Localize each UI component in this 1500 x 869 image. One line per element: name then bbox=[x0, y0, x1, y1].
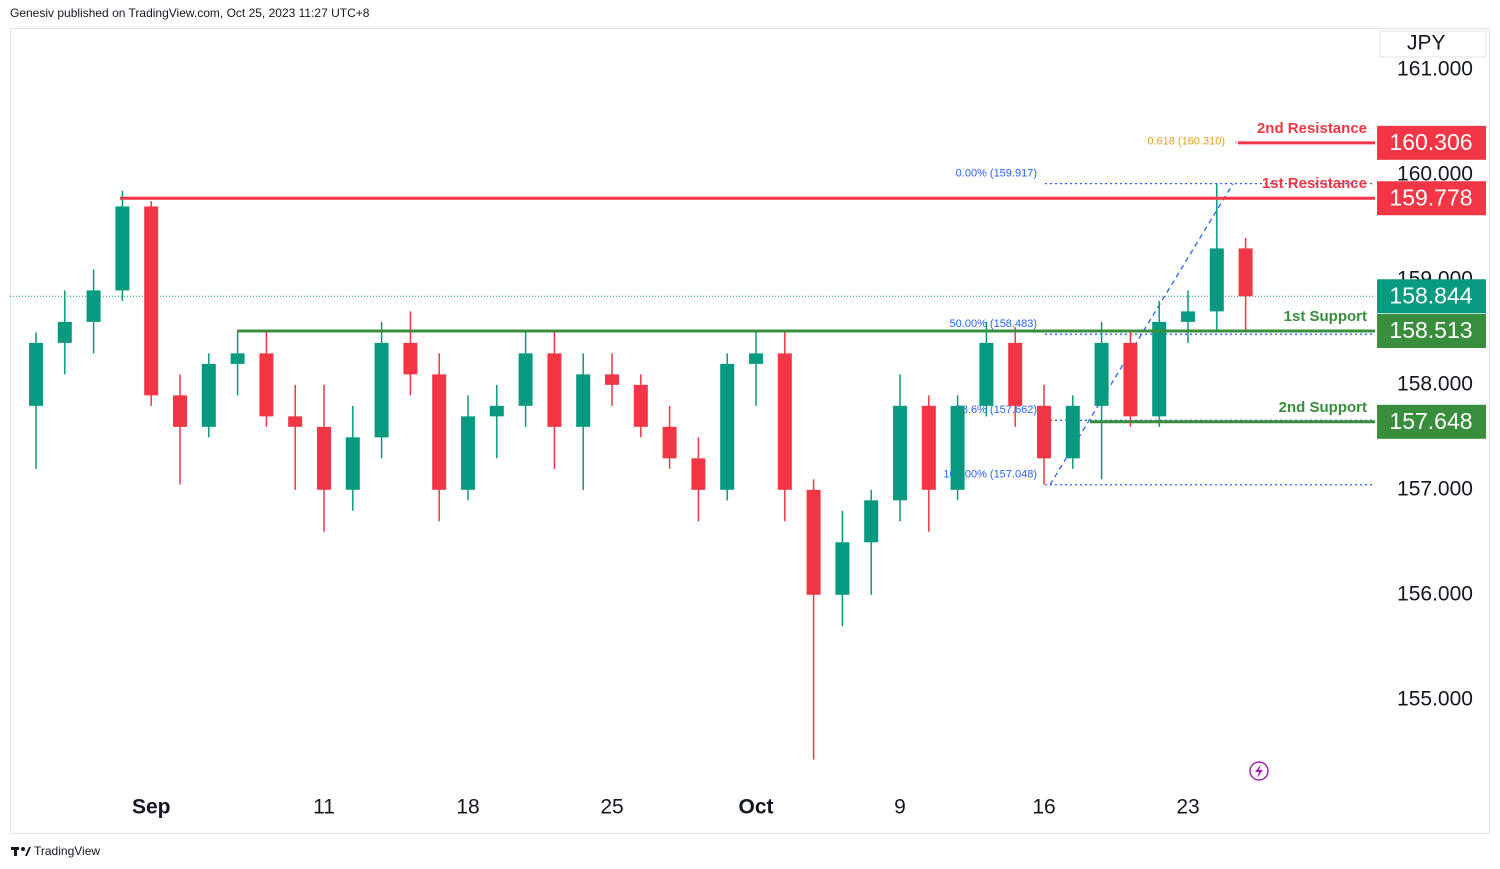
price-box-label: 158.513 bbox=[1389, 317, 1472, 343]
x-tick-label: 9 bbox=[894, 796, 906, 819]
x-tick-label: 25 bbox=[600, 796, 623, 819]
candle-body bbox=[547, 353, 562, 427]
candle-body bbox=[489, 405, 504, 417]
price-box-label: 160.306 bbox=[1389, 129, 1472, 155]
candle-body bbox=[201, 363, 216, 427]
candle-body bbox=[345, 437, 360, 490]
candle-body bbox=[1238, 248, 1253, 297]
candle-body bbox=[720, 363, 735, 490]
fib-label: 100.00% (157.048) bbox=[943, 469, 1037, 481]
candle-body bbox=[288, 416, 303, 427]
candle-body bbox=[864, 500, 879, 543]
candle-body bbox=[1123, 342, 1138, 417]
footer-brand: TradingView bbox=[34, 844, 100, 858]
level-name: 1st Resistance bbox=[1262, 175, 1367, 192]
candle-body bbox=[86, 290, 101, 322]
candle-body bbox=[1037, 405, 1051, 459]
y-tick-label: 160.000 bbox=[1397, 162, 1473, 185]
candle-body bbox=[1008, 342, 1023, 406]
x-tick-label: Sep bbox=[132, 796, 171, 819]
candle-body bbox=[432, 374, 447, 490]
candle-body bbox=[403, 342, 418, 375]
price-box-label: 158.844 bbox=[1389, 282, 1472, 308]
currency: JPY bbox=[1407, 32, 1446, 55]
y-tick-label: 157.000 bbox=[1397, 477, 1473, 500]
currency-box bbox=[1379, 30, 1487, 58]
level-name: 2nd Support bbox=[1279, 399, 1367, 416]
candle-body bbox=[893, 405, 907, 501]
candle-body bbox=[950, 405, 965, 490]
candle-body bbox=[835, 542, 850, 595]
level-name: 1st Support bbox=[1284, 308, 1367, 325]
level-name: 2nd Resistance bbox=[1257, 120, 1367, 137]
candle-body bbox=[461, 416, 475, 490]
candle-body bbox=[1152, 321, 1167, 417]
candle-body bbox=[173, 395, 187, 427]
candle-body bbox=[979, 342, 994, 406]
x-tick-label: 16 bbox=[1032, 796, 1055, 819]
candle-body bbox=[259, 353, 274, 417]
x-tick-label: 18 bbox=[456, 796, 479, 819]
x-tick-label: Oct bbox=[738, 796, 773, 819]
fib-extension-label: 0.618 (160.310) bbox=[1147, 135, 1225, 147]
candle-body bbox=[777, 353, 792, 490]
candle-body bbox=[230, 353, 245, 364]
y-tick-label: 155.000 bbox=[1397, 687, 1473, 710]
fib-label: 0.00% (159.917) bbox=[956, 168, 1037, 180]
candle-body bbox=[1094, 342, 1109, 406]
y-tick-label: 158.000 bbox=[1397, 372, 1473, 395]
y-tick-label: 161.000 bbox=[1397, 58, 1473, 81]
candle-body bbox=[317, 426, 331, 490]
candle-body bbox=[1181, 311, 1195, 322]
price-box bbox=[1377, 125, 1486, 160]
candle-body bbox=[806, 489, 821, 595]
publisher: Genesiv published on TradingView.com, Oc… bbox=[10, 6, 370, 20]
candle-body bbox=[518, 353, 533, 406]
y-tick-label: 156.000 bbox=[1397, 582, 1473, 605]
candle-body bbox=[749, 353, 763, 364]
candle-body bbox=[374, 342, 389, 438]
price-box bbox=[1377, 404, 1486, 439]
price-box bbox=[1377, 314, 1486, 349]
logo bbox=[11, 847, 31, 856]
candle-body bbox=[605, 374, 619, 385]
candle-body bbox=[633, 384, 648, 427]
price-box-label: 157.648 bbox=[1389, 408, 1472, 434]
lightning-icon bbox=[1249, 761, 1269, 781]
candle-body bbox=[921, 405, 936, 490]
candle-body bbox=[57, 321, 72, 343]
candle-body bbox=[1065, 405, 1080, 459]
x-tick-label: 23 bbox=[1176, 796, 1199, 819]
candle-body bbox=[662, 426, 677, 459]
price-box bbox=[1377, 181, 1486, 216]
candle-body bbox=[576, 374, 591, 427]
candle-body bbox=[1209, 248, 1224, 312]
fib-label: 50.00% (158.483) bbox=[950, 318, 1037, 330]
frame bbox=[10, 28, 1490, 834]
trend-line bbox=[1049, 183, 1234, 486]
x-tick-label: 11 bbox=[313, 796, 335, 819]
candle-body bbox=[691, 458, 706, 490]
fib-label: 78.6% (157.662) bbox=[956, 404, 1037, 416]
candle-body bbox=[115, 206, 130, 291]
price-box bbox=[1377, 279, 1486, 314]
candle-body bbox=[29, 342, 43, 406]
candle-body bbox=[144, 206, 159, 396]
price-box-label: 159.778 bbox=[1389, 184, 1472, 210]
